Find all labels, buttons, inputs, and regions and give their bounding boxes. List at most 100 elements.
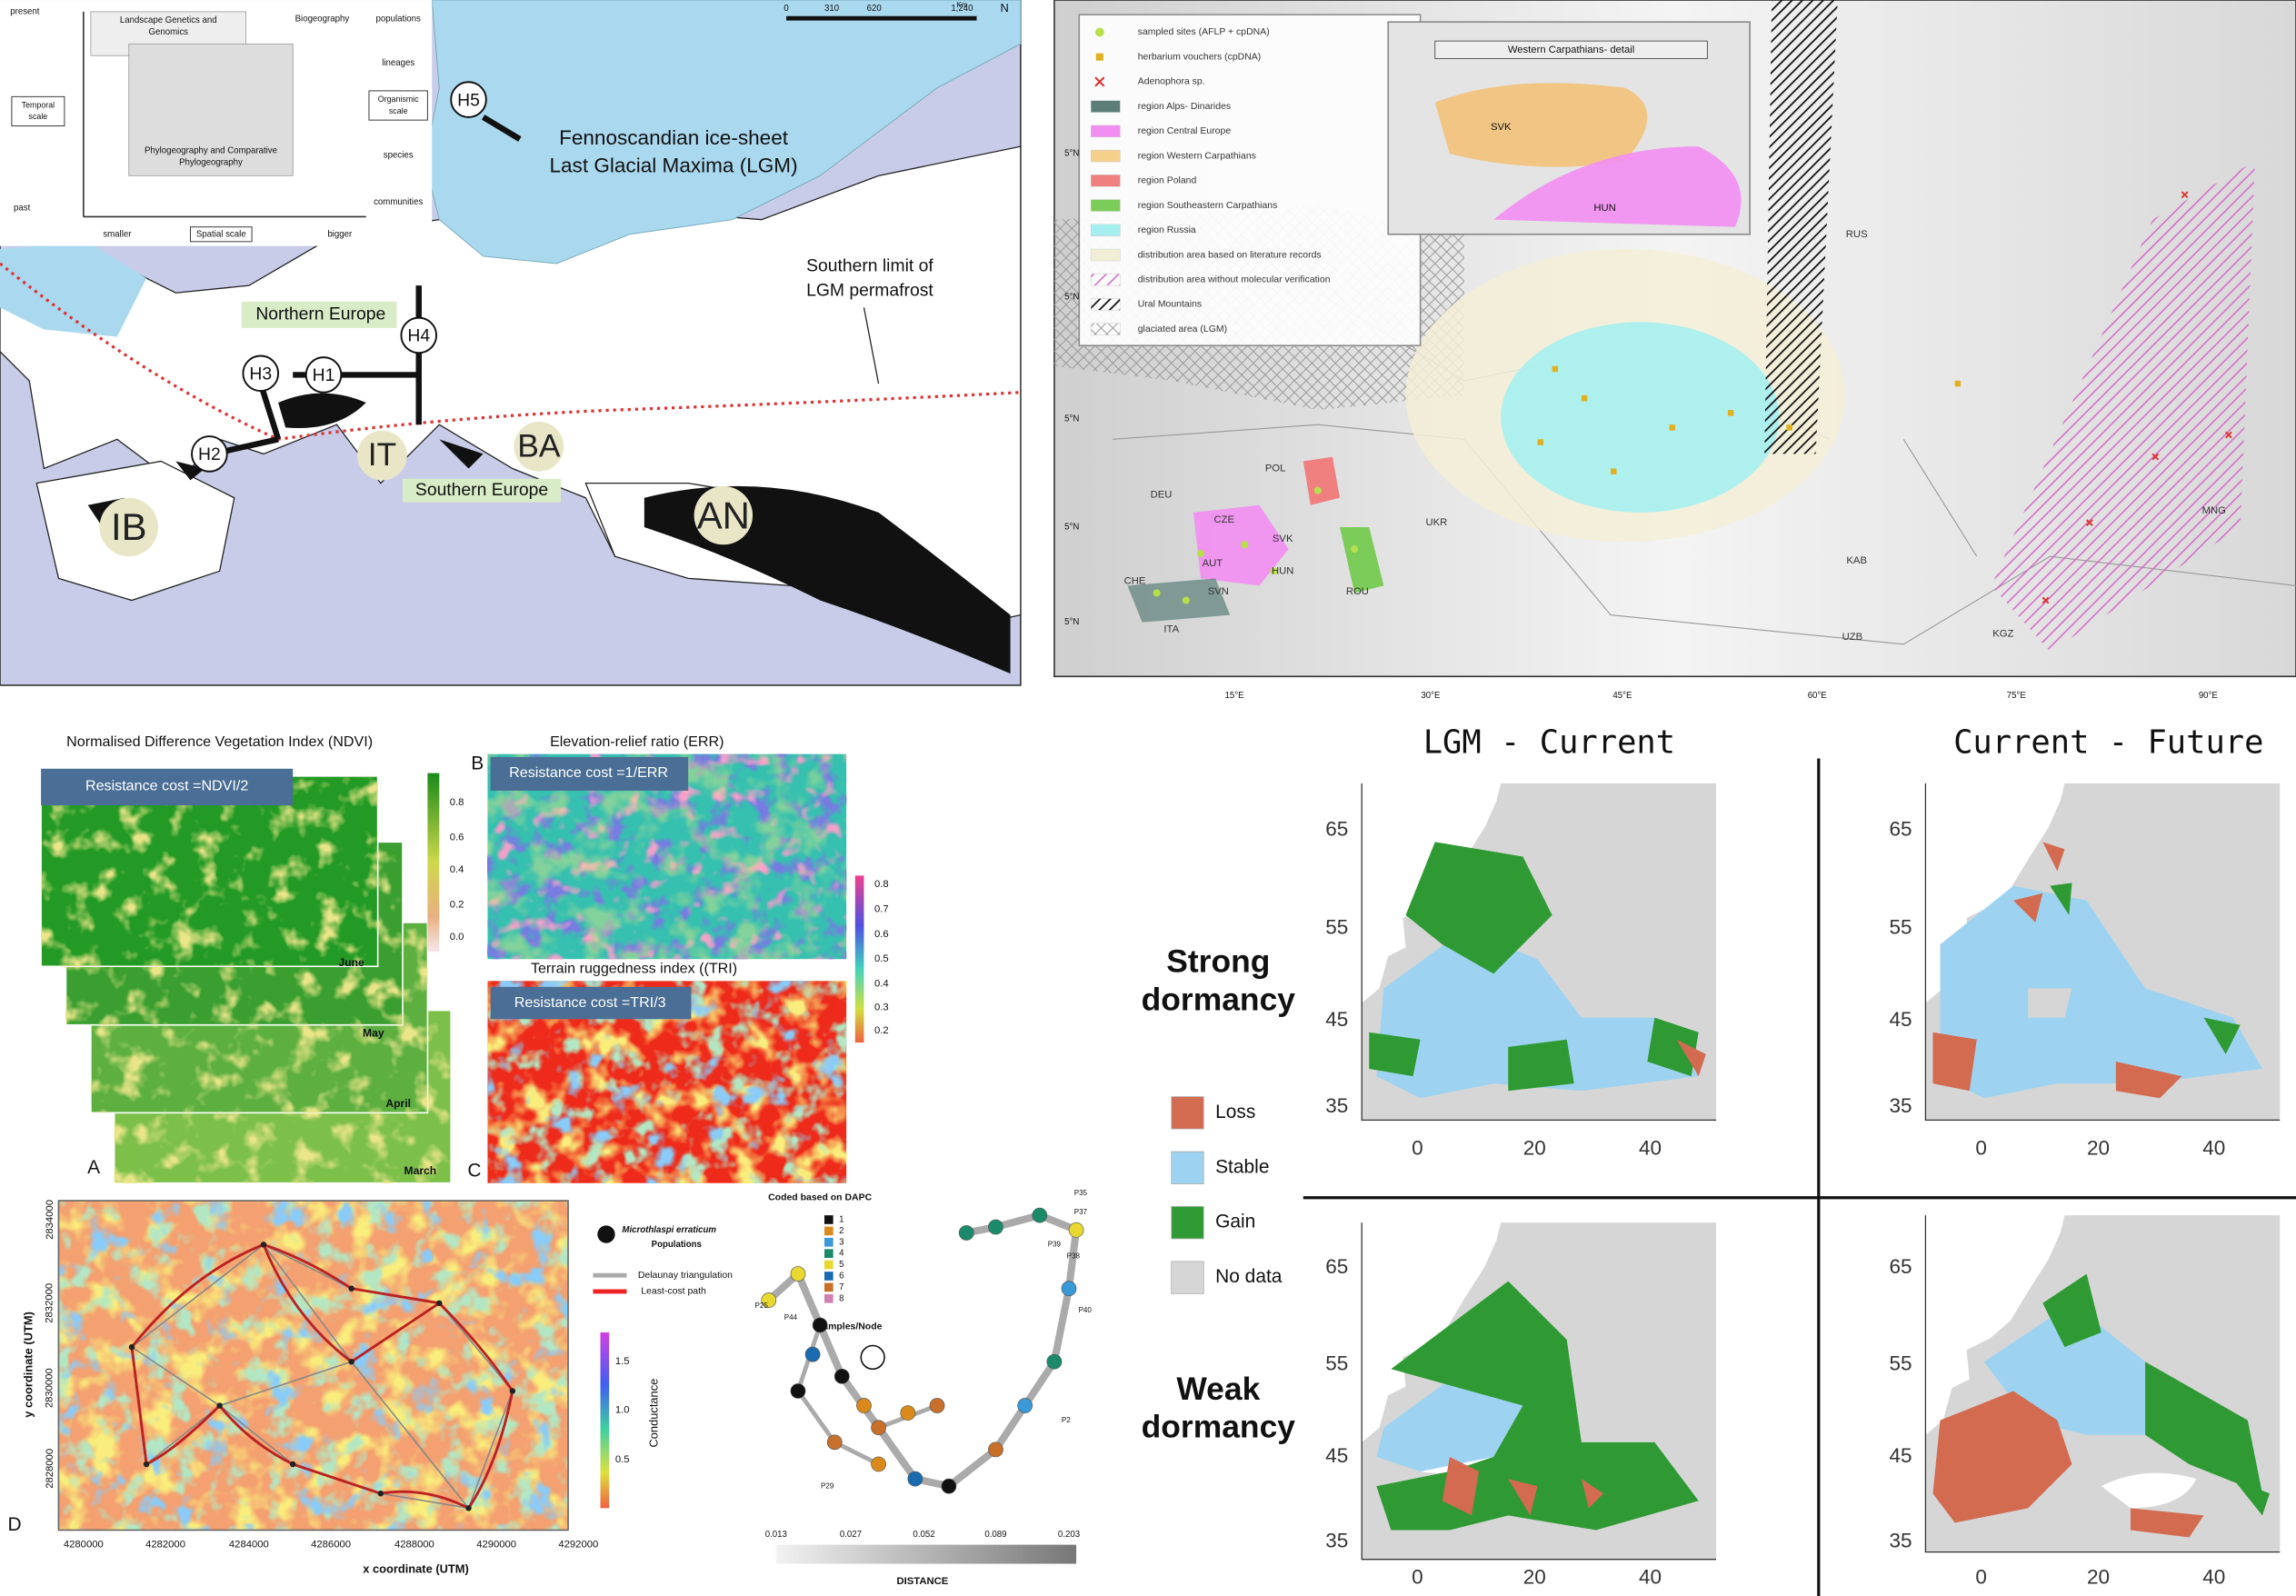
colorbar-tick: 0.6: [450, 832, 464, 843]
change-area: [2050, 883, 2241, 1054]
legend-label: Microthlaspi erraticum: [622, 1225, 716, 1235]
scale-tick: 620: [867, 4, 882, 14]
colorbar-tick: 0.2: [450, 900, 464, 911]
network-node: [988, 1219, 1003, 1235]
change-area: [1376, 1281, 1699, 1531]
region-central-europe: [1193, 504, 1289, 586]
network-node: [790, 1383, 806, 1399]
legend-label: region Poland: [1138, 176, 1197, 186]
change-area: [1940, 885, 2262, 1099]
map-shape: [854, 875, 864, 1043]
hypothesis-label: H2: [198, 445, 221, 464]
legend-label: Populations: [652, 1240, 702, 1250]
inset-axis-title: Temporal: [22, 100, 55, 109]
network-node: [929, 1398, 945, 1413]
colorbar-tick: 0.4: [874, 979, 889, 990]
x-tick-label: 4292000: [558, 1540, 598, 1551]
network-node: [871, 1420, 886, 1436]
legend-swatch: [1090, 125, 1121, 138]
country-code: CZE: [1213, 514, 1234, 525]
refugium-label: IT: [368, 436, 397, 473]
cluster-swatch: [824, 1282, 834, 1292]
marker: [694, 485, 754, 545]
x-tick-label: 40: [1639, 1566, 1662, 1589]
map-shape: [1786, 424, 1792, 431]
distance-tick: 0.052: [913, 1530, 934, 1540]
inset-title: Western Carpathians- detail: [1508, 45, 1634, 55]
panel-title: Normalised Difference Vegetation Index (…: [66, 733, 373, 750]
x-tick-label: 20: [1523, 1137, 1546, 1160]
refugium-label: AN: [697, 494, 750, 536]
hypothesis-label: H1: [313, 366, 335, 385]
hypothesis-circles: [191, 81, 487, 473]
herbarium-vouchers: [1537, 365, 1962, 474]
month-label: April: [385, 1097, 411, 1110]
node-label: P35: [1074, 1189, 1088, 1197]
dormancy-map: [1924, 1215, 2281, 1553]
population-points: [128, 1242, 516, 1511]
permafrost-label: LGM permafrost: [806, 282, 933, 301]
legend-label: No data: [1215, 1266, 1283, 1287]
legend-label: region Russia: [1138, 225, 1196, 235]
row-title: dormancy: [1142, 981, 1296, 1017]
month-label: May: [363, 1027, 384, 1040]
cluster-swatch: [824, 1226, 834, 1236]
x-axis-title: x coordinate (UTM): [363, 1561, 469, 1575]
marker: [348, 1359, 354, 1365]
x-tick-label: 0: [1412, 1566, 1423, 1589]
map-shape: [58, 1201, 569, 1531]
network-edges: [795, 1324, 938, 1467]
network-node: [790, 1266, 806, 1282]
legend-label: Ural Mountains: [1138, 300, 1202, 310]
legend-label: Adenophora sp.: [1138, 77, 1205, 87]
map-shape: [1537, 439, 1543, 445]
cluster-label: 2: [839, 1226, 844, 1236]
marker: [1313, 486, 1322, 494]
cluster-label: 7: [839, 1282, 844, 1292]
inset-label: bigger: [327, 229, 353, 239]
inset-country: SVK: [1491, 122, 1512, 133]
inset-level: lineages: [382, 58, 414, 68]
legend-swatch: [1090, 274, 1121, 286]
x-tick-label: 40: [1639, 1137, 1662, 1160]
cluster-label: 8: [839, 1293, 844, 1303]
err-map: [487, 753, 864, 1043]
latitude-label: 5°N: [1064, 523, 1079, 533]
map-shape: [1581, 394, 1588, 402]
legend-label: Least-cost path: [641, 1287, 706, 1297]
distance-tick: 0.027: [840, 1530, 862, 1540]
map-shape: [2041, 191, 2232, 604]
colorbar-tick: 0.8: [450, 797, 464, 808]
cost-label: Resistance cost =1/ERR: [509, 764, 668, 781]
change-area: [1932, 1391, 2204, 1538]
x-tick-label: 4288000: [394, 1540, 434, 1551]
y-tick-label: 65: [1889, 1255, 1912, 1278]
marker: [1270, 567, 1278, 575]
inset-field: Phylogeography and Comparative: [145, 145, 277, 155]
cluster-label: 5: [839, 1260, 844, 1270]
y-tick-label: 65: [1325, 1255, 1348, 1278]
legend-swatch: [1090, 298, 1121, 311]
inset-label: present: [10, 6, 40, 16]
refugium-label: BA: [517, 427, 561, 464]
y-tick-label: 35: [1325, 1529, 1348, 1551]
colorbar-tick: 0.7: [874, 903, 889, 914]
legend-label: glaciated area (LGM): [1138, 324, 1227, 334]
marker: [304, 356, 343, 394]
legend-swatch: [1171, 1151, 1204, 1184]
panel-title: Elevation-relief ratio (ERR): [550, 733, 724, 750]
colorbar-tick: 1.0: [615, 1404, 630, 1415]
axis-box: [368, 90, 428, 121]
node-label: P39: [1048, 1240, 1062, 1248]
permafrost-line: [0, 262, 1021, 441]
cost-label: Resistance cost =TRI/3: [514, 994, 666, 1011]
north-arrow: N: [1000, 1, 1008, 15]
marker: [99, 497, 158, 557]
legend-swatch: [1090, 248, 1121, 262]
map-shape: [490, 756, 689, 791]
cluster-swatch: [824, 1215, 834, 1224]
network-node: [1032, 1207, 1048, 1223]
change-area: [1369, 1017, 1699, 1092]
y-tick-label: 2830000: [45, 1368, 55, 1408]
